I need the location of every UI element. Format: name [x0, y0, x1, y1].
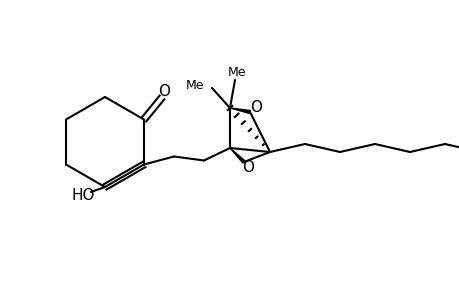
Polygon shape	[230, 108, 250, 113]
Text: O: O	[241, 160, 253, 175]
Text: O: O	[249, 100, 262, 115]
Text: Me: Me	[227, 65, 246, 79]
Text: O: O	[157, 84, 170, 99]
Polygon shape	[230, 148, 245, 163]
Text: Me: Me	[185, 79, 203, 92]
Text: HO: HO	[71, 188, 95, 202]
